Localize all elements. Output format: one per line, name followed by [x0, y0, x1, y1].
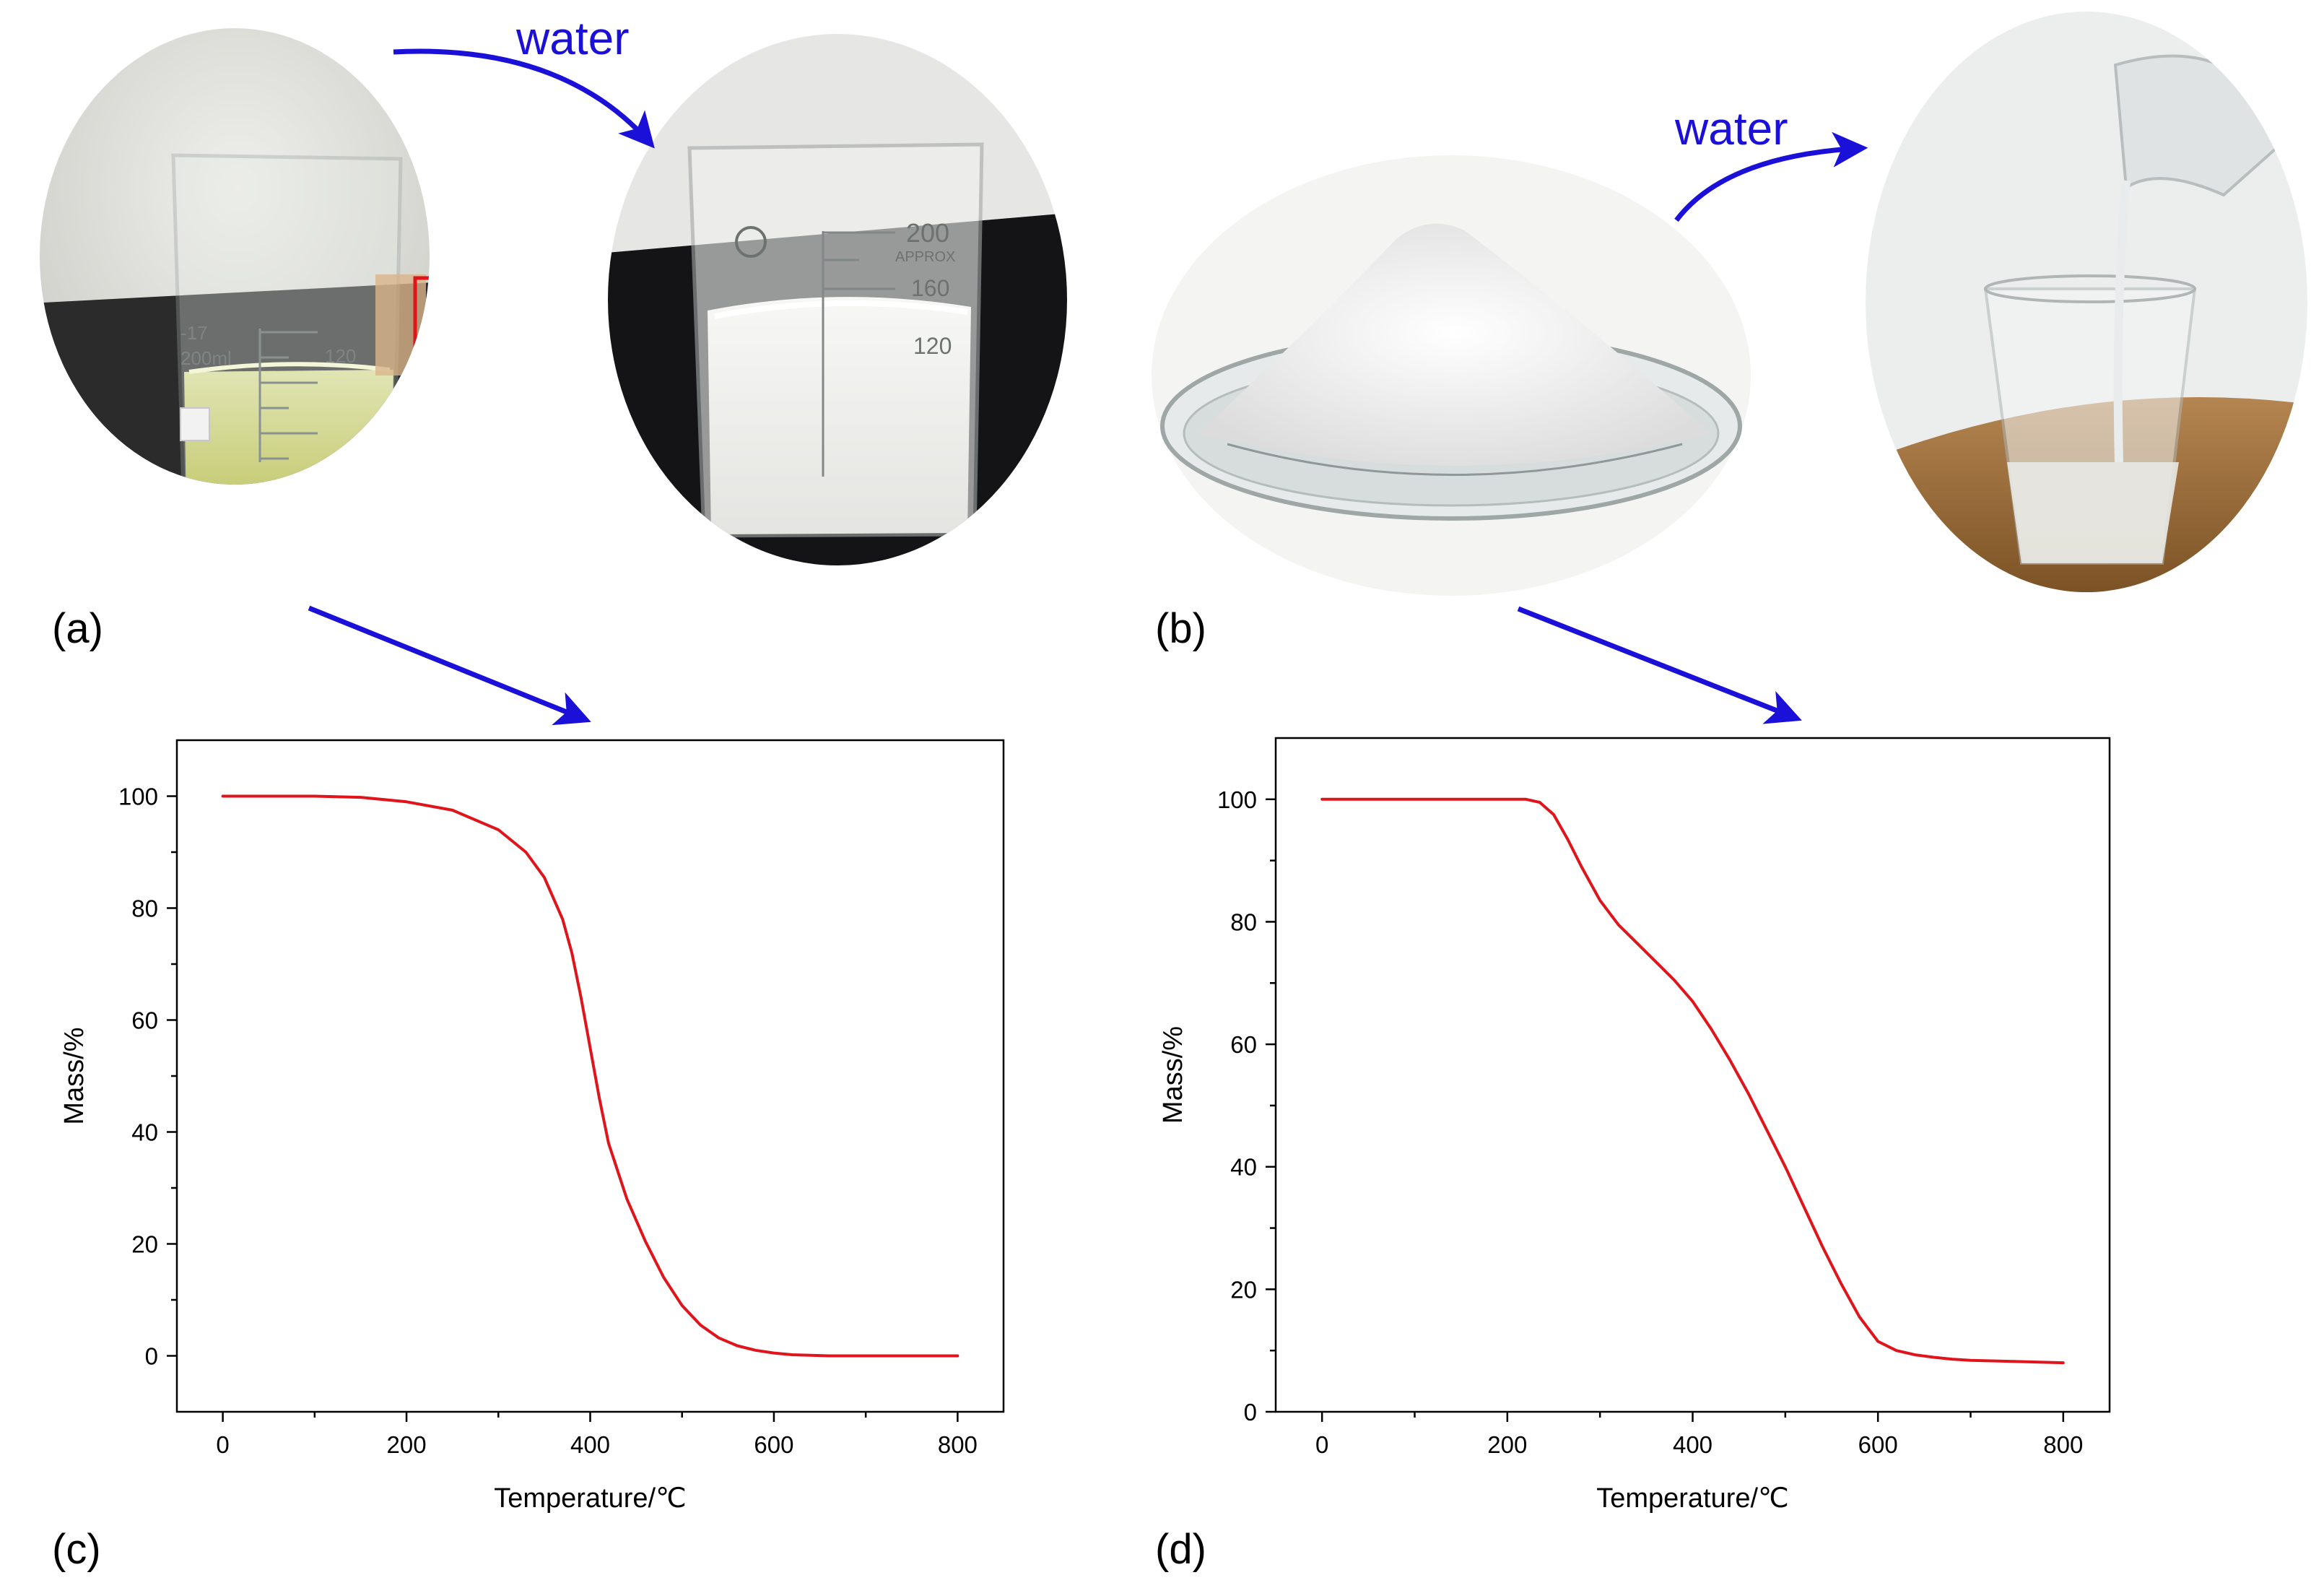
photo-b-right — [1866, 12, 2307, 592]
x-tick-label: 400 — [1673, 1431, 1712, 1458]
x-tick-label: 800 — [938, 1431, 978, 1458]
beaker-a-mark-ml: 200ml — [180, 347, 232, 369]
plot-frame — [175, 739, 1005, 1413]
beaker-a-mark-17: -17 — [180, 322, 208, 344]
water-label-a: water — [515, 12, 630, 64]
water-label-b: water — [1674, 103, 1788, 155]
water-arrow-a — [393, 48, 655, 149]
chart-d: 0 200 400 600 800 0 20 40 60 80 100 Temperature/℃ Ma… — [1158, 737, 2111, 1514]
series-line-tga — [221, 794, 959, 1358]
x-tick-label: 600 — [754, 1431, 793, 1458]
x-tick-label: 200 — [1487, 1431, 1527, 1458]
y-axis-title: Mass/% — [1158, 1026, 1188, 1124]
x-axis-title: Temperature/℃ — [1596, 1483, 1789, 1514]
arrows — [308, 48, 1868, 726]
y-tick-label: 0 — [145, 1343, 158, 1370]
arrow-a-to-c — [308, 605, 591, 726]
photo-a-right: 200 APPROX 160 120 — [608, 34, 1067, 565]
beaker-a-mark-120: 120 — [325, 345, 356, 367]
x-tick-label: 800 — [2043, 1431, 2083, 1458]
y-tick-label: 20 — [131, 1231, 158, 1258]
y-tick-label: 60 — [1230, 1031, 1257, 1058]
y-tick-label: 60 — [131, 1007, 158, 1034]
beaker-b-mark-approx: APPROX — [895, 249, 955, 265]
beaker-b-mark-120: 120 — [913, 333, 952, 359]
y-tick-label: 0 — [1244, 1399, 1257, 1426]
chart-c: 0 200 400 600 800 0 20 40 60 80 100 Temperature/℃ Ma… — [59, 739, 1005, 1514]
water-arrow-b — [1674, 131, 1868, 222]
x-tick-label: 400 — [570, 1431, 610, 1458]
series-line-tga — [1320, 797, 2065, 1365]
panel-label-d: (d) — [1155, 1526, 1206, 1573]
y-axis-title: Mass/% — [59, 1027, 90, 1124]
plot-frame — [1274, 737, 2111, 1413]
panel-label-c: (c) — [52, 1526, 101, 1573]
y-tick-label: 40 — [131, 1119, 158, 1146]
panel-label-a: (a) — [52, 605, 103, 652]
y-tick-label: 80 — [1230, 908, 1257, 935]
y-tick-label: 80 — [131, 895, 158, 922]
y-tick-label: 100 — [118, 784, 158, 810]
x-tick-label: 200 — [387, 1431, 427, 1458]
beaker-a-mark-40: 40 — [328, 456, 349, 477]
y-tick-label: 100 — [1217, 786, 1257, 813]
x-tick-label: 0 — [1315, 1431, 1328, 1458]
beaker-b-mark-200: 200 — [906, 218, 949, 248]
x-tick-label: 600 — [1858, 1431, 1898, 1458]
x-tick-label: 0 — [216, 1431, 229, 1458]
y-tick-label: 20 — [1230, 1276, 1257, 1303]
photo-a-left: 200ml 120 40 -17 — [40, 28, 430, 485]
arrow-b-to-d — [1517, 606, 1802, 724]
photo-b-left — [1152, 155, 1751, 596]
panel-label-b: (b) — [1155, 605, 1206, 652]
x-axis-title: Temperature/℃ — [494, 1483, 687, 1514]
y-tick-label: 40 — [1230, 1154, 1257, 1181]
beaker-b-mark-160: 160 — [911, 275, 949, 301]
